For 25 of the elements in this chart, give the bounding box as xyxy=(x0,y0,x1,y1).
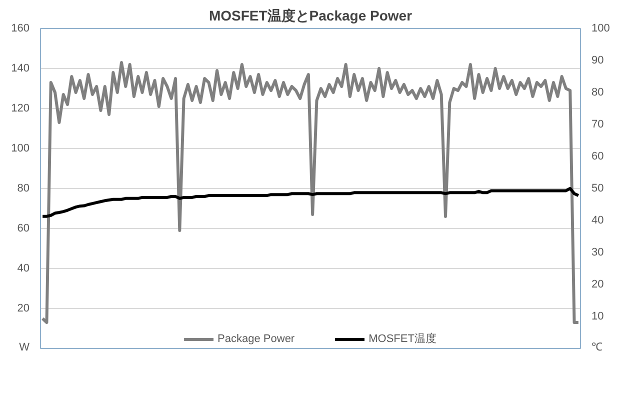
y-tick-label: 140 xyxy=(11,62,30,74)
y-tick-label: 100 xyxy=(11,142,30,154)
line-series xyxy=(41,187,580,218)
y2-tick-label: 10 xyxy=(592,310,604,322)
y2-tick-label: 40 xyxy=(592,214,604,226)
y2-tick-label: 100 xyxy=(592,22,610,34)
y-tick-label: 160 xyxy=(11,22,30,34)
chart-title: MOSFET温度とPackage Power xyxy=(208,8,413,24)
y2-tick-label: 20 xyxy=(592,278,604,290)
y-tick-label: 20 xyxy=(17,302,30,314)
y2-tick-label: 50 xyxy=(592,182,604,194)
y-tick-label: 60 xyxy=(17,222,30,234)
y2-tick-label: 90 xyxy=(592,54,604,66)
legend-label: MOSFET温度 xyxy=(368,332,436,346)
y2-tick-label: 70 xyxy=(592,118,604,130)
y2-tick-label: 30 xyxy=(592,246,604,258)
y-tick-label: 80 xyxy=(17,182,30,194)
y2-tick-label: 80 xyxy=(592,86,604,98)
y-tick-label: 40 xyxy=(17,262,30,274)
y2-tick-label: 60 xyxy=(592,150,604,162)
legend-label: Package Power xyxy=(218,332,295,344)
line-series xyxy=(41,61,580,324)
y-tick-label: W xyxy=(19,342,30,354)
y-tick-label: 120 xyxy=(11,102,30,114)
y2-tick-label: ℃ xyxy=(592,342,602,354)
